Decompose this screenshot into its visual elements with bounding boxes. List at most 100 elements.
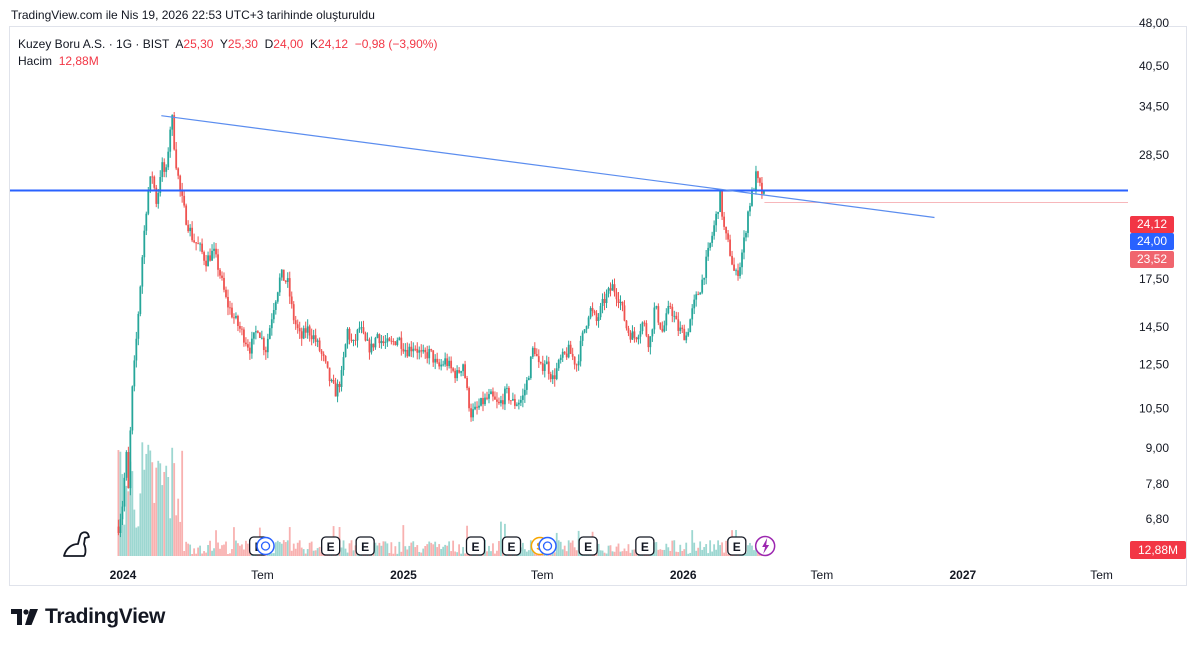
volume-bar bbox=[308, 542, 311, 556]
earnings-letter: E bbox=[471, 540, 479, 554]
volume-bar bbox=[165, 465, 168, 556]
y-tick-label: 17,50 bbox=[1139, 272, 1169, 286]
volume-bar bbox=[713, 544, 716, 556]
candle-body bbox=[179, 175, 182, 190]
candle-body bbox=[145, 213, 148, 231]
volume-bar bbox=[659, 549, 662, 556]
volume-bar bbox=[721, 542, 723, 556]
candle-body bbox=[294, 320, 297, 325]
candle-body bbox=[625, 320, 628, 329]
tradingview-logo[interactable]: TradingView bbox=[11, 605, 165, 629]
candle-body bbox=[735, 270, 737, 272]
price-chart[interactable]: 56,0048,0040,5034,5028,5017,5014,5012,50… bbox=[0, 0, 1200, 600]
candle-body bbox=[173, 115, 176, 150]
volume-bar bbox=[685, 542, 688, 556]
legend-volume-label[interactable]: Hacim bbox=[18, 54, 53, 68]
volume-bar bbox=[695, 550, 698, 556]
volume-bar bbox=[382, 541, 385, 556]
volume-bar bbox=[233, 527, 235, 556]
volume-bar bbox=[199, 545, 201, 556]
candle-body bbox=[262, 337, 265, 351]
volume-bar bbox=[689, 552, 692, 556]
candle-body bbox=[266, 338, 269, 353]
candle-body bbox=[406, 349, 409, 357]
candle-body bbox=[697, 294, 700, 296]
volume-bar bbox=[211, 550, 213, 556]
candle-body bbox=[637, 336, 640, 340]
candle-body bbox=[583, 329, 586, 333]
volume-bar bbox=[621, 551, 624, 556]
volume-bar bbox=[133, 509, 136, 556]
volume-bar bbox=[119, 451, 122, 556]
candle-body bbox=[763, 190, 765, 194]
candle-body bbox=[466, 378, 468, 389]
candle-body bbox=[227, 296, 229, 308]
candle-body bbox=[414, 348, 417, 350]
tradingview-brand: TradingView bbox=[45, 605, 166, 628]
price-tag-box bbox=[1130, 216, 1174, 233]
candle-body bbox=[679, 327, 682, 331]
candle-body bbox=[549, 373, 552, 380]
candle-body bbox=[272, 309, 275, 320]
event-marker-E: E bbox=[321, 536, 341, 556]
volume-bar bbox=[723, 552, 725, 556]
y-tick-label: 7,80 bbox=[1146, 477, 1170, 491]
trend-line bbox=[161, 115, 935, 219]
volume-bar bbox=[561, 549, 564, 556]
candle-body bbox=[217, 254, 219, 270]
candle-body bbox=[609, 288, 612, 291]
candle-body bbox=[382, 341, 385, 344]
candle-body bbox=[258, 332, 261, 338]
volume-bar bbox=[386, 543, 389, 556]
candle-body bbox=[434, 358, 437, 363]
candle-body bbox=[553, 375, 556, 379]
volume-bar bbox=[237, 543, 239, 556]
candle-body bbox=[623, 305, 626, 321]
earnings-letter: E bbox=[641, 540, 649, 554]
candle-body bbox=[745, 232, 747, 238]
candle-body bbox=[651, 329, 654, 337]
volume-bar bbox=[169, 518, 172, 556]
candle-body bbox=[322, 353, 325, 357]
volume-bar bbox=[181, 450, 184, 556]
volume-bar bbox=[400, 551, 403, 556]
volume-bar bbox=[310, 541, 313, 556]
candle-body bbox=[683, 328, 686, 341]
candle-body bbox=[733, 264, 735, 271]
earnings-box bbox=[727, 536, 747, 556]
volume-bar bbox=[420, 552, 423, 556]
candle-body bbox=[571, 353, 574, 357]
candle-body bbox=[334, 382, 337, 397]
volume-bar bbox=[396, 553, 399, 556]
candle-body bbox=[147, 190, 150, 214]
earnings-letter: E bbox=[584, 540, 592, 554]
volume-bar bbox=[300, 547, 303, 556]
volume-bar bbox=[523, 549, 526, 556]
candle-body bbox=[482, 398, 484, 405]
volume-bar bbox=[440, 549, 443, 556]
price-tag-box bbox=[1130, 233, 1174, 250]
legend-symbol[interactable]: Kuzey Boru A.S. · 1G · BIST bbox=[18, 37, 170, 51]
candle-body bbox=[717, 212, 720, 214]
volume-bar bbox=[346, 552, 349, 556]
volume-bar bbox=[161, 485, 164, 556]
candle-body bbox=[607, 288, 610, 294]
candle-body bbox=[589, 308, 592, 318]
candle-body bbox=[306, 326, 309, 333]
candle-body bbox=[155, 187, 158, 204]
candle-body bbox=[276, 292, 279, 302]
volume-bar bbox=[753, 550, 755, 556]
earnings-letter: E bbox=[508, 540, 516, 554]
candle-body bbox=[231, 307, 233, 318]
candle-body bbox=[233, 317, 235, 319]
volume-bar bbox=[390, 542, 393, 556]
volume-bar bbox=[567, 540, 570, 556]
volume-bar bbox=[278, 542, 281, 556]
candle-body bbox=[191, 227, 194, 241]
candle-body bbox=[709, 242, 712, 248]
volume-bar bbox=[149, 450, 152, 556]
candle-body bbox=[513, 398, 516, 406]
chart-frame[interactable] bbox=[9, 26, 1187, 586]
legend-close: 24,12 bbox=[318, 37, 349, 51]
candle-body bbox=[159, 177, 162, 194]
